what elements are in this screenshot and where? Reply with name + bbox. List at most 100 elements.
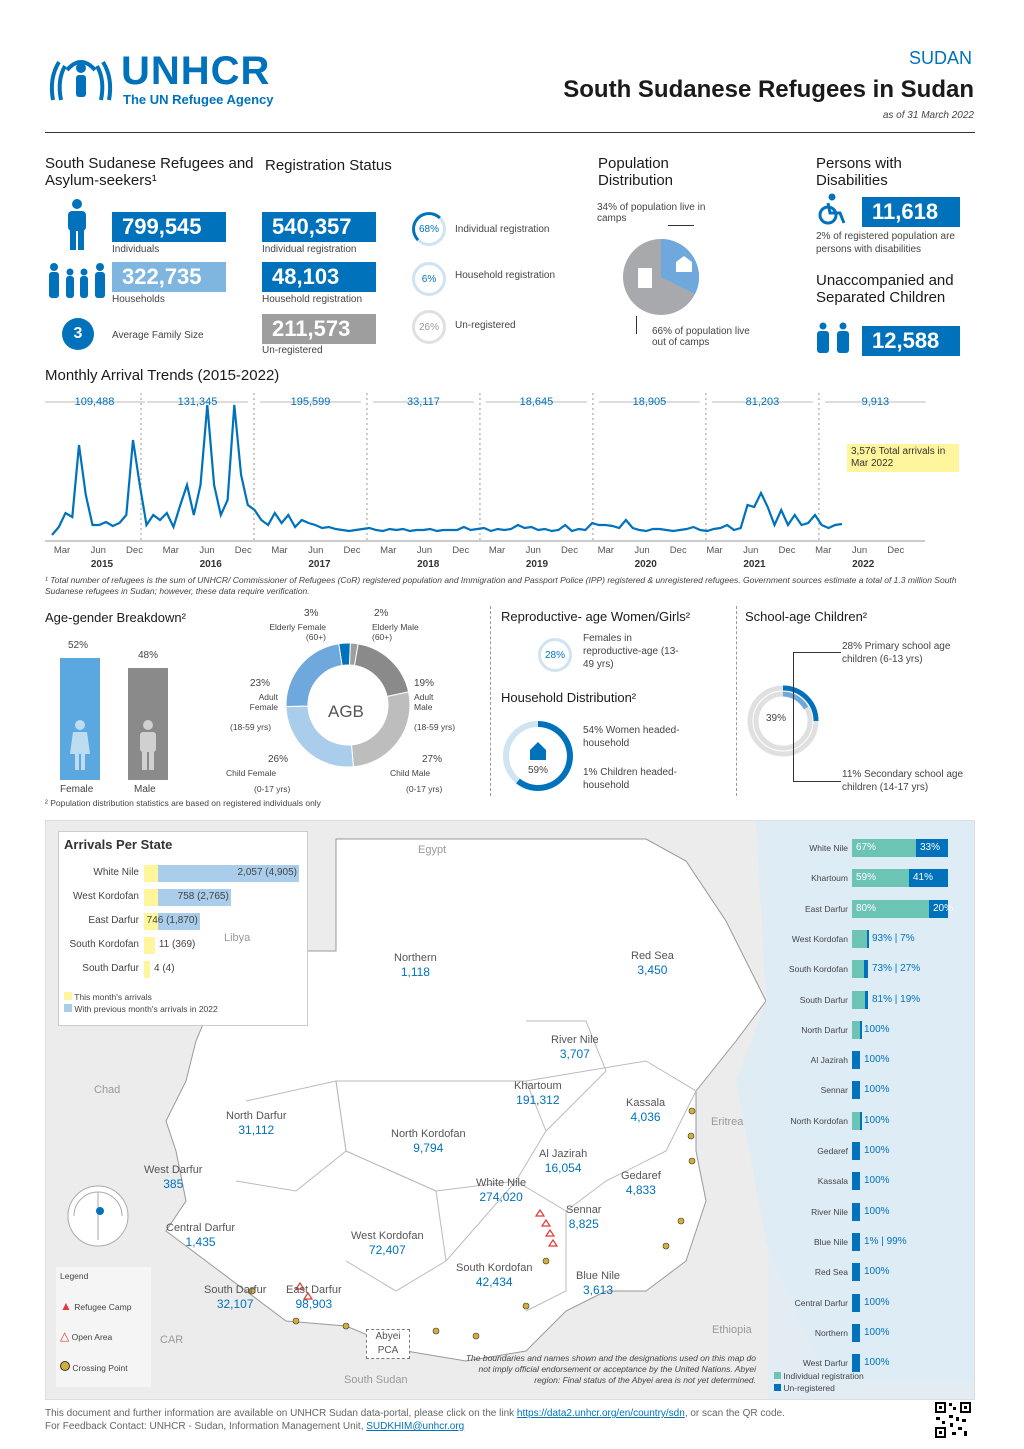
state-value: 274,020 <box>479 1190 523 1204</box>
state-name: East Darfur <box>286 1284 342 1296</box>
reg-bar-state: Al Jazirah <box>810 1055 848 1066</box>
reg-bar-unregistered <box>852 1232 860 1251</box>
state-name: Khartoum <box>514 1080 562 1092</box>
legend-open-label: Open Area <box>71 1332 113 1342</box>
state-value: 3,450 <box>637 963 668 977</box>
map-state-label: West Kordofan 72,407 <box>351 1229 424 1257</box>
reg-individual-value: 540,357 <box>262 212 376 242</box>
reg-bar-individual <box>852 929 867 948</box>
disabilities-value: 11,618 <box>862 197 960 227</box>
arrivals-bar <box>144 865 299 882</box>
disabilities-note: 2% of registered population are persons … <box>816 231 955 255</box>
footer-text-2: For Feedback Contact: UNHCR - Sudan, Inf… <box>45 1421 364 1432</box>
seg-elderly-female-label: Elderly Female (60+) <box>269 622 326 642</box>
arrivals-box: Arrivals Per State White Nile 2,057 (4,90… <box>58 831 308 1026</box>
arrivals-trend-line <box>51 404 843 536</box>
state-name: Red Sea <box>631 950 674 962</box>
arrivals-title: Arrivals Per State <box>64 837 173 852</box>
reg-bar-pct: 100% <box>864 1205 890 1217</box>
country-chad: Chad <box>94 1084 121 1096</box>
school-secondary: 11% Secondary school age children (14-17… <box>842 769 964 793</box>
org-name: UNHCR <box>121 49 271 93</box>
age-gender-title: Age-gender Breakdown² <box>45 610 186 625</box>
uasc-title: Unaccompanied and Separated Children <box>816 272 954 306</box>
month-tick-label: Mar <box>380 545 396 556</box>
agb-segment-adult-female <box>285 643 343 708</box>
reg-bar-state: Sennar <box>820 1085 848 1096</box>
map-state-label: Central Darfur 1,435 <box>166 1221 235 1249</box>
state-value: 8,825 <box>568 1217 599 1231</box>
annual-total-label: 109,488 <box>75 396 115 408</box>
state-value: 32,107 <box>216 1297 254 1311</box>
reg-bar-state: Red Sea <box>814 1267 848 1278</box>
state-name: Northern <box>394 952 437 964</box>
reg-bar-state: Blue Nile <box>813 1236 848 1247</box>
map-disclaimer: The boundaries and names shown and the d… <box>465 1353 756 1385</box>
country-ethiopia: Ethiopia <box>712 1324 752 1336</box>
reg-bar-individual <box>852 1111 860 1130</box>
arrivals-state-label: White Nile <box>93 867 139 878</box>
month-tick-label: Mar <box>598 545 614 556</box>
reg-bar-unregistered <box>864 960 868 979</box>
reg-pct-household-label: Household registration <box>455 270 556 281</box>
month-tick-label: Jun <box>308 545 323 556</box>
month-tick-label: Dec <box>344 545 361 556</box>
reg-bar-pct: 81% | 19% <box>872 993 921 1005</box>
household-pct: 59% <box>528 765 549 776</box>
footer: This document and further information ar… <box>45 1407 925 1433</box>
school-primary: 28% Primary school age children (6-13 yr… <box>842 641 951 665</box>
reg-individual-label: Individual registration <box>262 244 357 255</box>
reg-bar-pct: 1% | 99% <box>864 1235 907 1247</box>
footer-line-2: For Feedback Contact: UNHCR - Sudan, Inf… <box>45 1420 925 1433</box>
seg-adult-female-pct: 23% <box>250 678 271 689</box>
reg-bar-pct-unreg: 41% <box>913 872 934 884</box>
children-icon <box>817 322 849 353</box>
legend-prev-label: With previous month's arrivals in 2022 <box>74 1004 218 1014</box>
state-value: 3,707 <box>559 1047 590 1061</box>
seg-child-male-sub: (0-17 yrs) <box>406 784 443 794</box>
reproductive-title: Reproductive- age Women/Girls² <box>501 609 691 624</box>
reg-bar-unregistered <box>852 1081 860 1100</box>
arrivals-state-label: South Kordofan <box>69 939 140 950</box>
footer-line-1: This document and further information ar… <box>45 1407 925 1420</box>
reg-bar-individual <box>852 839 916 857</box>
month-tick-label: Dec <box>235 545 252 556</box>
reg-bar-individual <box>852 960 864 979</box>
reg-bar-unregistered <box>852 1142 860 1160</box>
household-children: 1% Children headed-household <box>583 767 677 791</box>
state-name: South Darfur <box>204 1284 267 1296</box>
reg-bar-unregistered <box>852 1263 860 1282</box>
map-state-label: River Nile 3,707 <box>551 1033 599 1061</box>
legend-title: Legend <box>60 1271 89 1281</box>
qr-code-icon[interactable] <box>934 1401 972 1439</box>
family-icon <box>49 263 105 298</box>
month-tick-label: Jun <box>526 545 541 556</box>
arrivals-value: 2,057 (4,905) <box>237 867 298 878</box>
annual-total-label: 131,345 <box>178 396 218 408</box>
reg-legend-unreg: Un-registered <box>774 1383 835 1393</box>
unhcr-logo: UNHCR The UN Refugee Agency <box>45 48 295 110</box>
reg-legend-ind-label: Individual registration <box>783 1371 864 1381</box>
reg-bar-pct: 100% <box>864 1084 890 1096</box>
reg-bar-individual <box>852 869 909 888</box>
footer-text-1-end: , or scan the QR code. <box>684 1408 785 1419</box>
feedback-email-link[interactable]: SUDKHIM@unhcr.org <box>366 1421 465 1432</box>
month-tick-label: Dec <box>561 545 578 556</box>
population-title: Population Distribution <box>598 155 674 189</box>
month-tick-label: Dec <box>887 545 904 556</box>
arrivals-state-label: East Darfur <box>88 915 139 926</box>
reg-bar-state: Northern <box>814 1327 848 1338</box>
reg-bar-unregistered <box>852 1293 860 1312</box>
reg-bar-state: South Darfur <box>799 994 848 1005</box>
reg-bar-individual <box>852 899 929 918</box>
registration-title: Registration Status <box>265 157 392 174</box>
year-tick-label: 2020 <box>635 559 658 570</box>
data-portal-link[interactable]: https://data2.unhcr.org/en/country/sdn <box>516 1408 685 1419</box>
reg-bar-state: Khartoum <box>811 873 848 884</box>
person-icon <box>68 199 86 250</box>
reg-bar-pct: 67% <box>856 842 877 853</box>
seg-adult-female-sub: (18-59 yrs) <box>230 722 272 732</box>
reg-bar-unregistered <box>852 1202 860 1221</box>
country-egypt: Egypt <box>418 844 447 856</box>
reg-bar-pct: 100% <box>864 1145 890 1156</box>
